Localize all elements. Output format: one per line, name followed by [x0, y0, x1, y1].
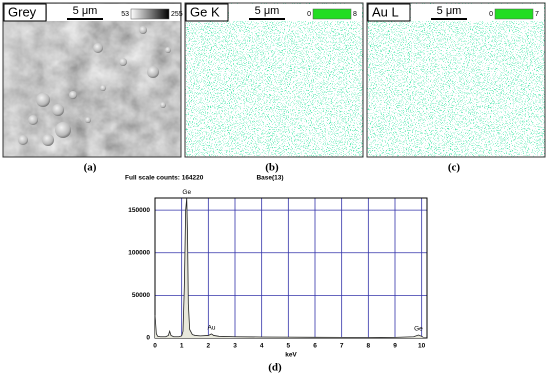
particle	[93, 43, 103, 53]
range-max: 255	[171, 11, 183, 18]
panel-caption: (d)	[268, 362, 282, 374]
color-bar	[312, 8, 352, 20]
particle	[36, 93, 50, 107]
peak-label: Ge	[182, 189, 191, 196]
scale-bar-label: 5 μm	[255, 5, 280, 17]
particle	[160, 102, 166, 108]
color-bar	[130, 8, 170, 20]
range-min: 53	[121, 11, 129, 18]
chart-subtitle: Base(13)	[256, 175, 283, 182]
particle	[119, 58, 127, 66]
particle	[55, 122, 71, 138]
x-tick-label: 9	[393, 343, 397, 350]
peak-label: Ge	[414, 326, 423, 333]
range-min: 0	[307, 11, 311, 18]
particle	[85, 117, 91, 123]
y-tick-label: 50000	[132, 292, 150, 299]
scale-bar-label: 5 μm	[437, 5, 462, 17]
spectrum-line	[154, 198, 424, 338]
chart-title: Full scale counts: 164220	[125, 175, 204, 182]
map-label: Ge K	[190, 4, 220, 19]
particle	[165, 47, 171, 53]
particle	[28, 115, 38, 125]
range-max: 7	[535, 11, 539, 18]
particle	[52, 104, 64, 116]
x-tick-label: 6	[313, 343, 317, 350]
map-label: Grey	[8, 4, 37, 19]
y-tick-label: 150000	[128, 207, 150, 214]
map-label: Au L	[372, 4, 399, 19]
particle	[42, 134, 54, 146]
particle	[18, 135, 28, 145]
x-tick-label: 0	[153, 343, 157, 350]
sem-image	[3, 3, 181, 157]
range-min: 0	[489, 11, 493, 18]
particle	[100, 85, 106, 91]
plot-frame	[154, 197, 428, 339]
panel-caption: (b)	[265, 162, 279, 174]
panel-border	[2, 2, 182, 158]
x-tick-label: 4	[260, 343, 264, 350]
element-map	[185, 3, 363, 157]
y-tick-label: 100000	[128, 249, 150, 256]
x-tick-label: 8	[367, 343, 371, 350]
panel-border	[366, 2, 546, 158]
x-tick-label: 2	[207, 343, 211, 350]
range-max: 8	[353, 11, 357, 18]
spectrum-fill	[155, 198, 423, 338]
x-tick-label: 1	[180, 343, 184, 350]
label-box	[3, 3, 47, 22]
element-map	[367, 3, 545, 157]
panel-border	[184, 2, 364, 158]
particle	[147, 66, 159, 78]
scale-bar-label: 5 μm	[73, 5, 98, 17]
x-tick-label: 3	[233, 343, 237, 350]
particle	[139, 26, 147, 34]
y-tick-label: 0	[146, 335, 150, 342]
peak-label: Au	[208, 325, 216, 332]
panel-caption: (c)	[448, 162, 461, 174]
x-tick-label: 5	[287, 343, 291, 350]
color-bar	[494, 8, 534, 20]
x-tick-label: 10	[418, 343, 426, 350]
x-axis-label: keV	[285, 352, 297, 359]
panel-caption: (a)	[84, 162, 97, 174]
label-box	[185, 3, 229, 22]
particle	[69, 91, 77, 99]
label-box	[367, 3, 411, 22]
x-tick-label: 7	[340, 343, 344, 350]
